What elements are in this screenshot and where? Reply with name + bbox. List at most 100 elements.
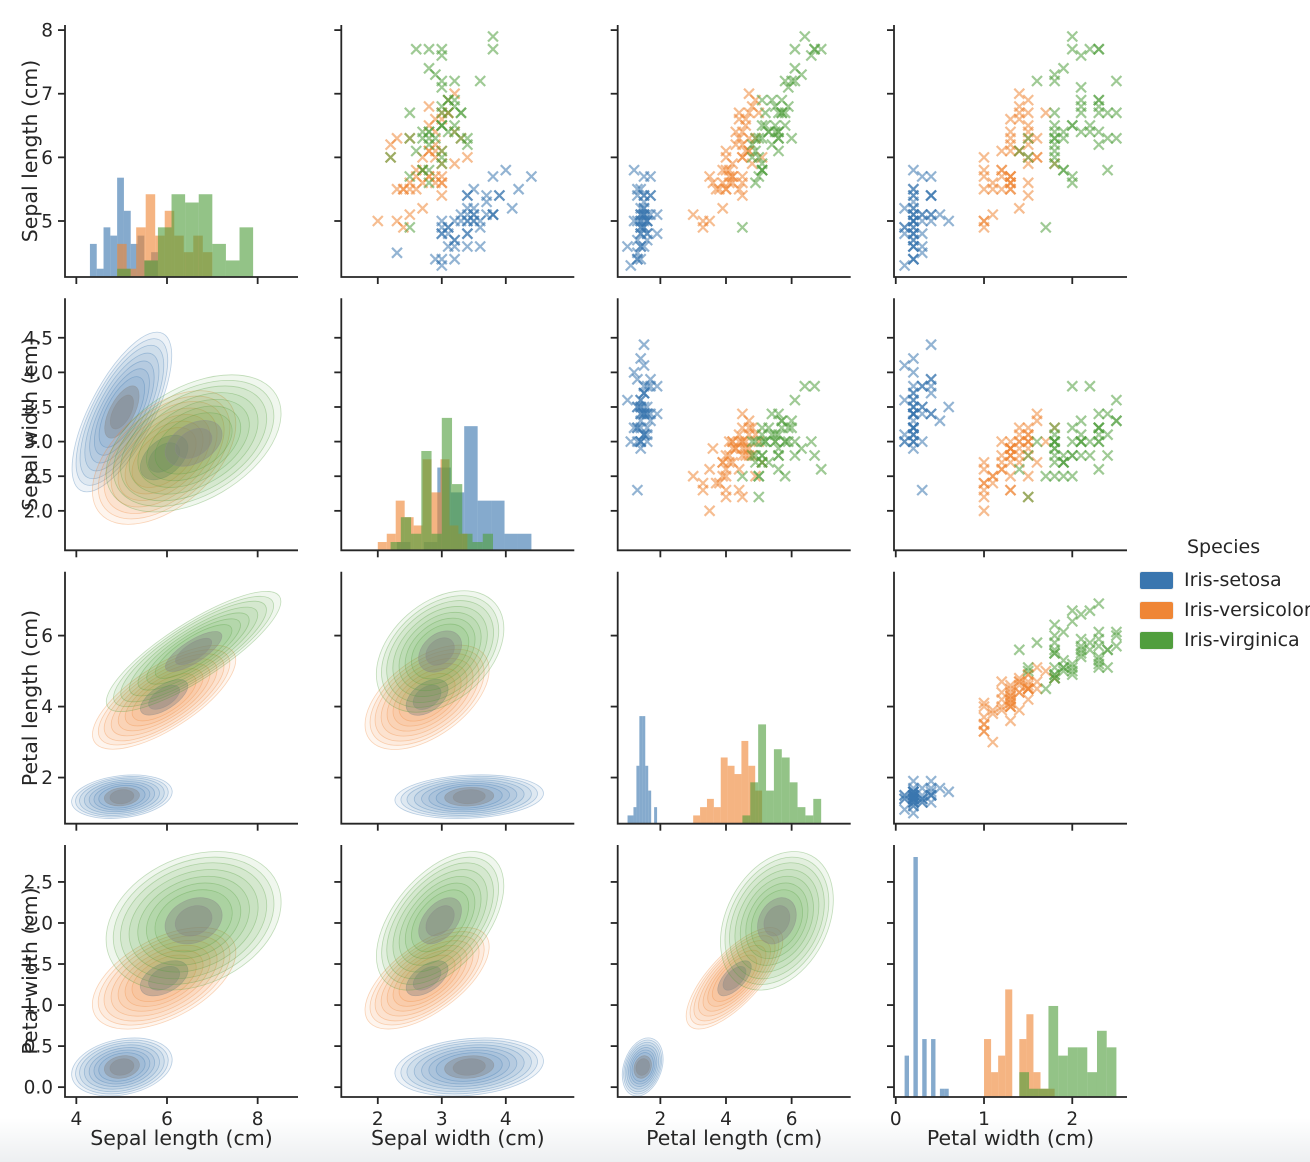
- x-marker: [448, 240, 461, 253]
- kde-contour: [392, 606, 488, 697]
- hist-bar: [720, 757, 728, 824]
- hist-bar: [805, 815, 814, 824]
- x-marker: [1031, 408, 1043, 420]
- kde-Iris-setosa: [71, 1037, 173, 1097]
- kde-contour: [374, 653, 480, 742]
- kde-contour: [148, 684, 180, 710]
- x-marker: [1057, 62, 1070, 75]
- kde-contour: [91, 927, 237, 1030]
- kde-contour: [148, 442, 181, 473]
- x-marker: [1031, 75, 1043, 87]
- x-marker: [898, 789, 911, 802]
- kde-Iris-setosa: [394, 1037, 544, 1097]
- kde-contour: [71, 1037, 173, 1097]
- hist-bar: [464, 426, 478, 551]
- kde-Iris-setosa: [71, 331, 173, 493]
- x-marker: [736, 151, 749, 164]
- x-marker: [697, 484, 709, 496]
- kde-contour: [624, 1041, 661, 1093]
- x-marker: [1101, 408, 1114, 420]
- x-marker: [638, 338, 650, 351]
- x-marker: [1066, 615, 1079, 628]
- kde-contour: [88, 781, 156, 813]
- kde-contour: [97, 395, 231, 520]
- x-marker: [651, 408, 663, 420]
- x-marker: [898, 221, 911, 234]
- x-marker: [898, 202, 911, 215]
- x-marker: [785, 132, 798, 145]
- x-marker: [978, 484, 990, 496]
- x-marker: [759, 107, 772, 119]
- x-marker: [756, 456, 768, 469]
- x-marker: [1093, 661, 1105, 674]
- x-tick-label: 3: [436, 1109, 448, 1130]
- subplot-r1c3: [887, 298, 1127, 558]
- x-marker: [1004, 138, 1017, 151]
- x-marker: [808, 43, 821, 55]
- x-marker: [1057, 626, 1070, 638]
- x-marker: [756, 94, 768, 106]
- x-marker: [1004, 170, 1017, 183]
- x-marker: [1022, 151, 1034, 164]
- x-marker: [1101, 449, 1114, 462]
- x-marker: [710, 477, 722, 489]
- kde-contour: [109, 1058, 135, 1076]
- x-marker: [416, 202, 429, 215]
- x-marker: [500, 164, 512, 176]
- hist-bar: [441, 417, 453, 551]
- y-tick-label: 4.5: [24, 328, 53, 349]
- x-marker: [461, 138, 474, 151]
- x-marker: [916, 170, 928, 183]
- x-marker: [1084, 126, 1096, 138]
- x-marker: [898, 359, 911, 372]
- legend-label: Iris-setosa: [1184, 569, 1282, 591]
- x-marker: [753, 170, 765, 183]
- x-marker: [687, 470, 699, 482]
- kde-contour: [117, 414, 211, 501]
- x-marker: [1022, 693, 1034, 706]
- x-marker: [1013, 435, 1026, 448]
- subplot-r2c2: [610, 571, 851, 831]
- hist-bar: [123, 210, 131, 277]
- x-marker: [1093, 138, 1105, 151]
- x-marker: [789, 394, 801, 406]
- kde-contour: [444, 1055, 495, 1079]
- x-marker: [987, 736, 999, 748]
- x-marker: [799, 380, 811, 392]
- kde-contour: [452, 1058, 486, 1076]
- x-marker: [631, 484, 644, 496]
- x-marker: [1031, 132, 1043, 145]
- x-tick-label: 2: [372, 1109, 384, 1130]
- x-marker: [707, 442, 719, 455]
- kde-contour: [757, 897, 797, 945]
- x-marker: [474, 75, 486, 87]
- kde-Iris-versicolor: [364, 644, 490, 750]
- kde-contour: [79, 777, 165, 816]
- y-tick-label: 1.5: [24, 955, 53, 976]
- kde-contour: [364, 927, 490, 1030]
- y-axis-label-sepal-length: Sepal length (cm): [18, 59, 42, 243]
- kde-contour: [146, 882, 242, 960]
- axes-spines: [340, 845, 575, 1098]
- hist-bar: [1033, 1072, 1041, 1097]
- x-marker: [934, 782, 946, 794]
- kde-contour: [120, 862, 268, 980]
- x-marker: [1101, 107, 1114, 119]
- kde-contour: [386, 945, 468, 1012]
- x-marker: [628, 366, 640, 379]
- x-marker: [907, 366, 920, 379]
- x-marker: [651, 227, 663, 240]
- x-marker: [769, 126, 781, 138]
- x-marker: [634, 415, 647, 427]
- x-marker: [746, 435, 758, 448]
- hist-bar: [645, 765, 649, 824]
- x-marker: [404, 221, 416, 234]
- kde-contour: [174, 905, 213, 937]
- x-marker: [733, 132, 745, 145]
- x-marker: [448, 253, 461, 265]
- x-axis-label-petal-width: Petal width (cm): [926, 1126, 1095, 1150]
- x-marker: [1093, 651, 1105, 663]
- x-marker: [493, 189, 506, 202]
- x-marker: [987, 470, 999, 482]
- x-marker: [631, 215, 644, 227]
